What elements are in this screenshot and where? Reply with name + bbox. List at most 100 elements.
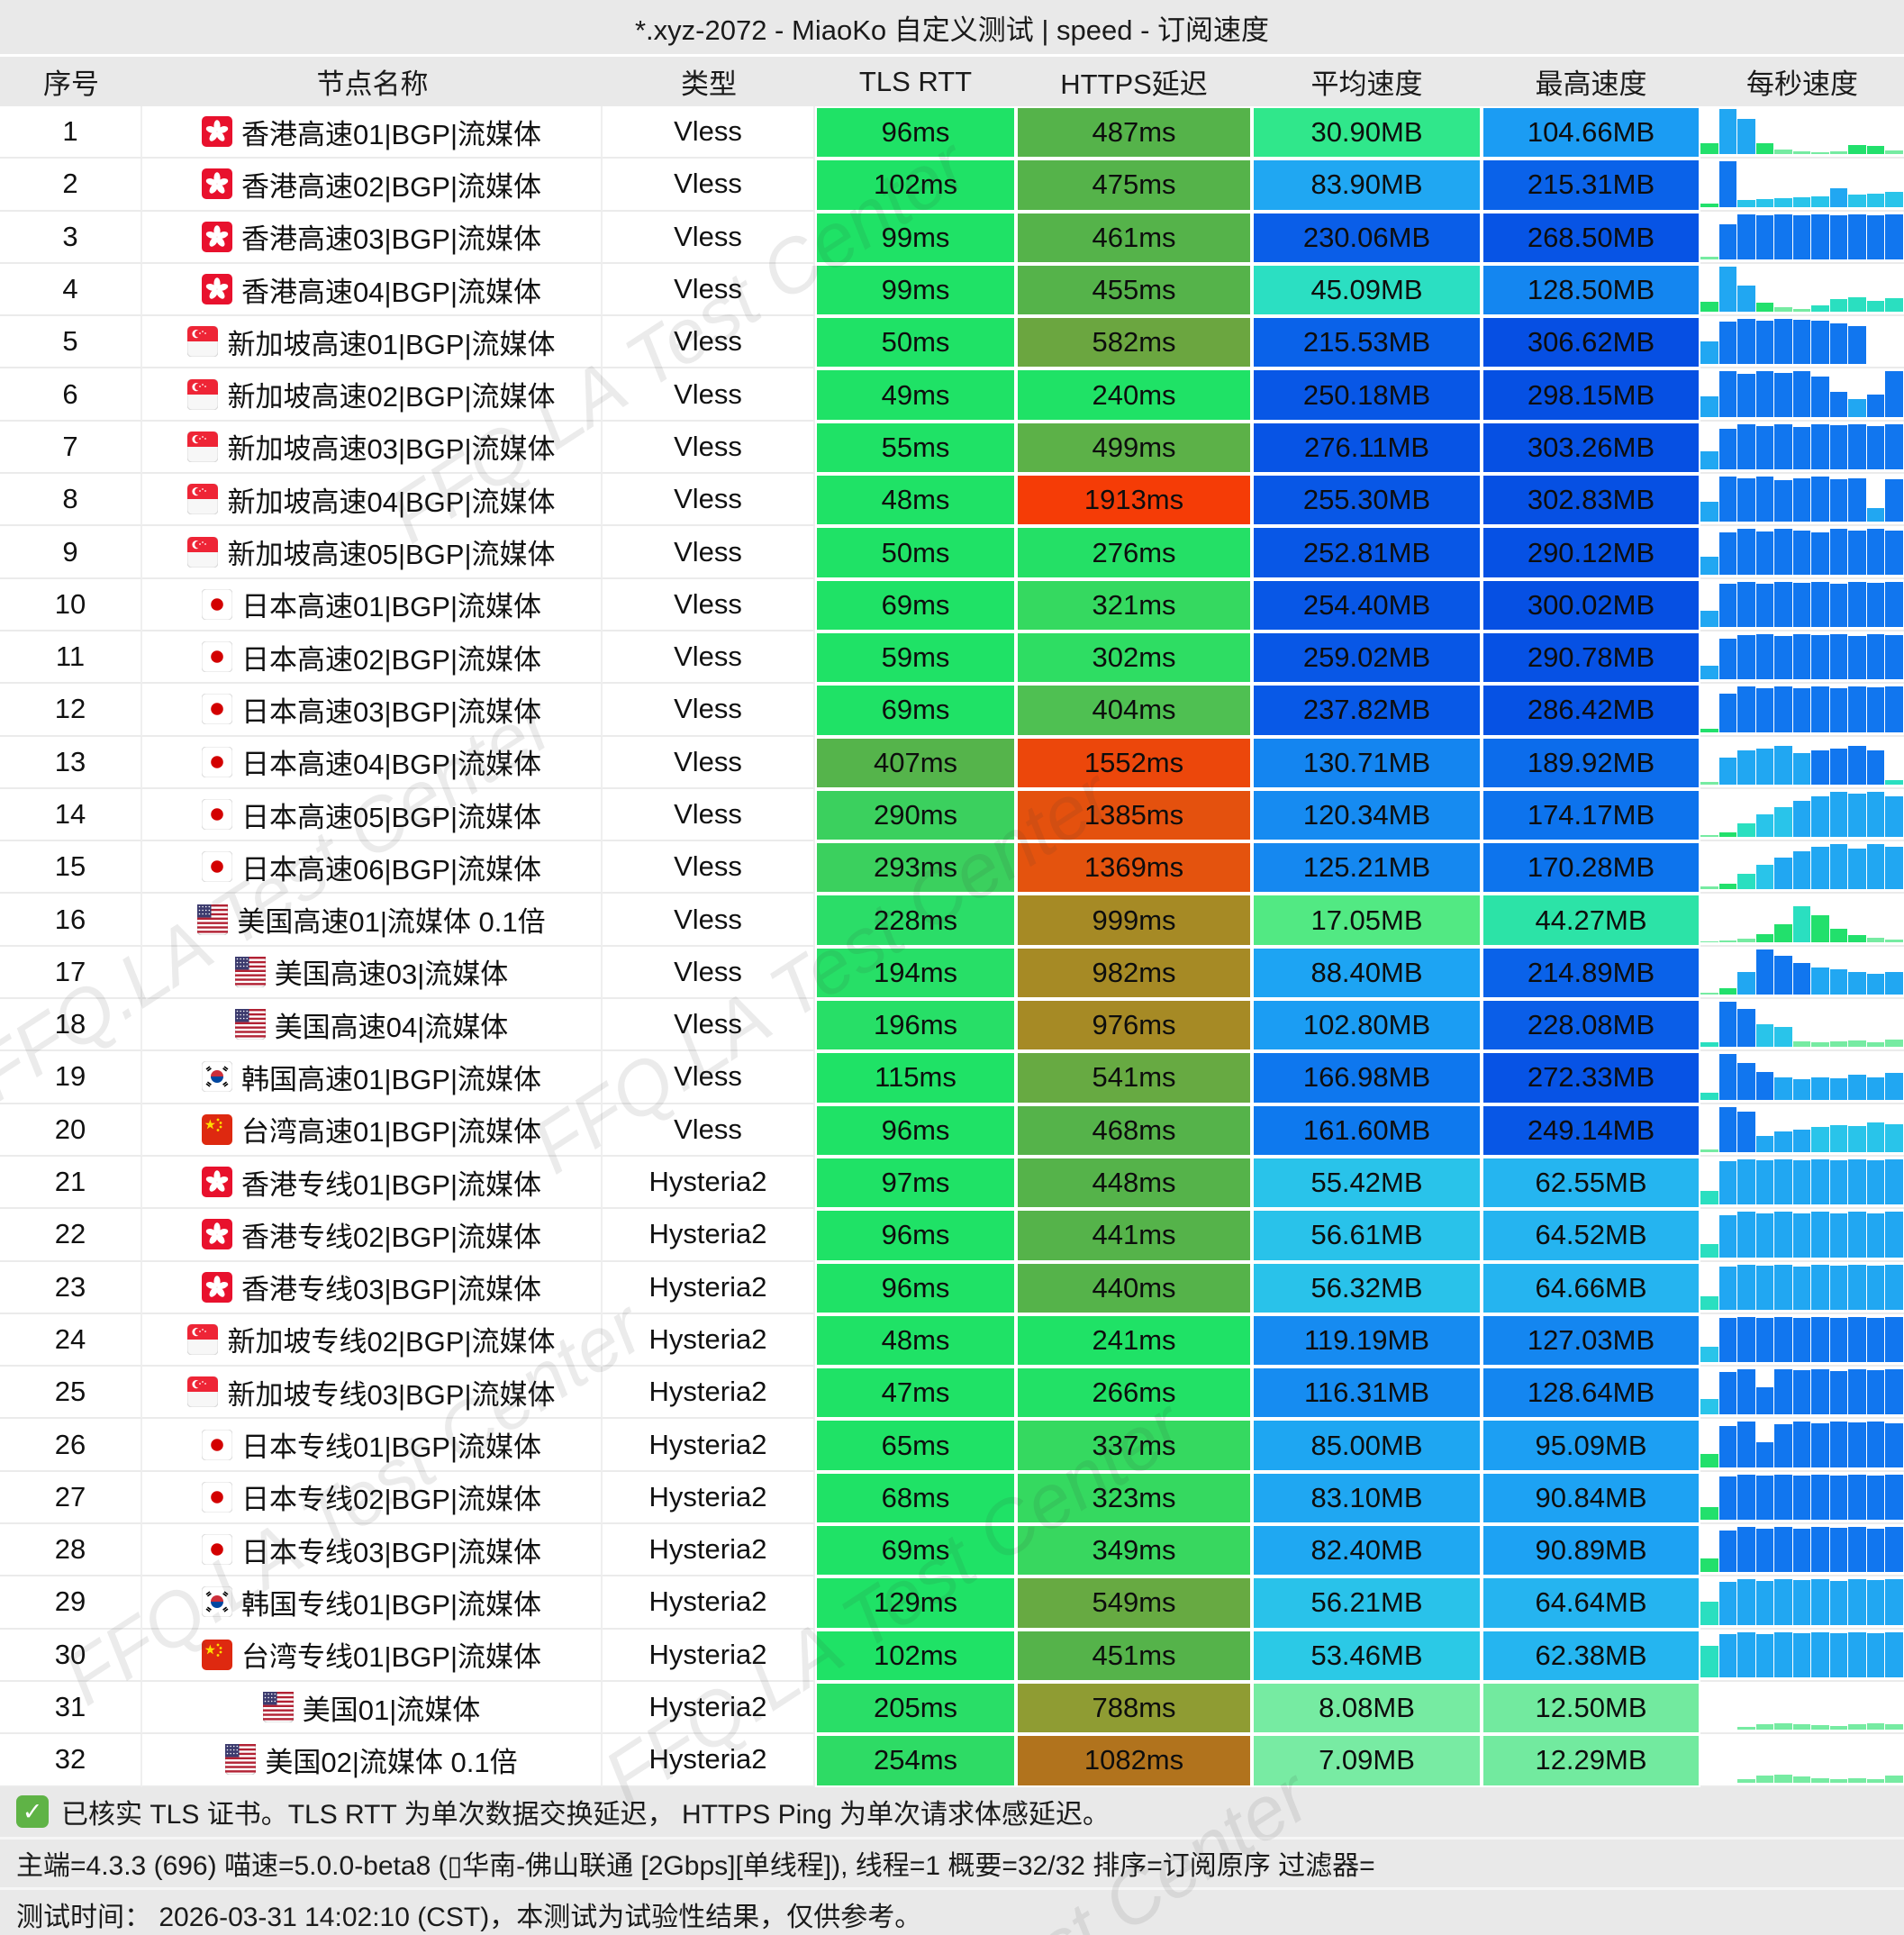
node-name-label: 美国02|流媒体 0.1倍 — [265, 1746, 518, 1778]
table-row[interactable]: 2 香港高速02|BGP|流媒体 Vless 102ms 475ms 83.90MB 215… — [0, 159, 1904, 212]
table-row[interactable]: 10 日本高速01|BGP|流媒体 Vless 69ms 321ms 254.40MB 30… — [0, 578, 1904, 631]
avg-speed-cell: 215.53MB — [1254, 318, 1480, 368]
spark-bar — [1755, 633, 1775, 680]
spark-bar — [1792, 214, 1812, 259]
tls-rtt-cell: 48ms — [817, 1315, 1014, 1366]
table-row[interactable]: 25 新加坡专线03|BGP|流媒体 Hysteria2 47ms 266ms 116.3… — [0, 1367, 1904, 1420]
spark-bar — [1792, 850, 1812, 890]
table-row[interactable]: 28 日本专线03|BGP|流媒体 Hysteria2 69ms 349ms 82.40M… — [0, 1524, 1904, 1577]
table-row[interactable]: 9 新加坡高速05|BGP|流媒体 Vless 50ms 276ms 252.81MB 29… — [0, 526, 1904, 579]
per-second-speed-chart — [1700, 894, 1904, 947]
flag-icon-jp — [201, 746, 232, 777]
table-row[interactable]: 19 韩国高速01|BGP|流媒体 Vless 115ms 541ms 166.98MB… — [0, 1051, 1904, 1104]
spark-bar — [1885, 971, 1904, 995]
spark-bar — [1829, 1528, 1849, 1573]
flag-icon-jp — [201, 641, 232, 673]
spark-bar — [1774, 1158, 1793, 1205]
spark-bar — [1755, 949, 1775, 995]
avg-speed-cell: 45.09MB — [1254, 265, 1480, 315]
spark-bar — [1755, 371, 1775, 417]
protocol-type-cell: Hysteria2 — [603, 1419, 815, 1472]
spark-bar — [1755, 1024, 1775, 1048]
flag-icon-jp — [201, 588, 232, 620]
node-name-cell: 新加坡高速01|BGP|流媒体 — [142, 316, 603, 369]
table-row[interactable]: 20 台湾高速01|BGP|流媒体 Vless 96ms 468ms 161.60MB 2… — [0, 1104, 1904, 1157]
spark-bar — [1700, 611, 1719, 627]
spark-bar — [1718, 987, 1738, 995]
table-row[interactable]: 7 新加坡高速03|BGP|流媒体 Vless 55ms 499ms 276.11MB 30… — [0, 421, 1904, 475]
tls-rtt-cell: 69ms — [817, 1526, 1014, 1576]
table-row[interactable]: 1 香港高速01|BGP|流媒体 Vless 96ms 487ms 30.90MB 104.… — [0, 106, 1904, 159]
table-row[interactable]: 16 美国高速01|流媒体 0.1倍 Vless 228ms 999ms 17.05MB 4… — [0, 894, 1904, 947]
spark-bar — [1700, 1398, 1719, 1415]
node-name-label: 韩国专线01|BGP|流媒体 — [240, 1588, 542, 1621]
table-row[interactable]: 21 香港专线01|BGP|流媒体 Hysteria2 97ms 448ms 55.42M… — [0, 1156, 1904, 1210]
spark-bar — [1848, 194, 1867, 207]
protocol-type-cell: Vless — [603, 106, 815, 159]
spark-bar — [1718, 477, 1738, 522]
spark-bar — [1848, 1778, 1867, 1783]
spark-bar — [1792, 1213, 1812, 1258]
protocol-type-cell: Hysteria2 — [603, 1734, 815, 1787]
spark-bar — [1774, 423, 1793, 470]
avg-speed-cell: 125.21MB — [1254, 843, 1480, 893]
spark-bar — [1774, 307, 1793, 313]
seq-cell: 20 — [0, 1104, 142, 1157]
spark-bar — [1718, 1581, 1738, 1625]
spark-bar — [1829, 1476, 1849, 1521]
tls-rtt-cell: 69ms — [817, 686, 1014, 735]
node-name-label: 日本专线03|BGP|流媒体 — [240, 1536, 542, 1568]
spark-bar — [1755, 748, 1775, 785]
table-row[interactable]: 24 新加坡专线02|BGP|流媒体 Hysteria2 48ms 241ms 119.1… — [0, 1313, 1904, 1367]
table-row[interactable]: 5 新加坡高速01|BGP|流媒体 Vless 50ms 582ms 215.53MB 30… — [0, 316, 1904, 369]
table-row[interactable]: 32 美国02|流媒体 0.1倍 Hysteria2 254ms 1082ms 7.09M… — [0, 1734, 1904, 1787]
table-row[interactable]: 8 新加坡高速04|BGP|流媒体 Vless 48ms 1913ms 255.30MB 3… — [0, 474, 1904, 527]
table-row[interactable]: 26 日本专线01|BGP|流媒体 Hysteria2 65ms 337ms 85.00M… — [0, 1419, 1904, 1472]
table-row[interactable]: 18 美国高速04|流媒体 Vless 196ms 976ms 102.80MB 228.0… — [0, 999, 1904, 1052]
table-row[interactable]: 22 香港专线02|BGP|流媒体 Hysteria2 96ms 441ms 56.61M… — [0, 1209, 1904, 1262]
table-row[interactable]: 27 日本专线02|BGP|流媒体 Hysteria2 68ms 323ms 83.10M… — [0, 1471, 1904, 1525]
table-row[interactable]: 12 日本高速03|BGP|流媒体 Vless 69ms 404ms 237.82MB 28… — [0, 684, 1904, 737]
node-name-cell: 日本高速02|BGP|流媒体 — [142, 631, 603, 685]
node-name-cell: 美国高速04|流媒体 — [142, 999, 603, 1052]
spark-bar — [1866, 1422, 1886, 1467]
table-row[interactable]: 13 日本高速04|BGP|流媒体 Vless 407ms 1552ms 130.71MB… — [0, 736, 1904, 789]
node-name-label: 美国高速01|流媒体 0.1倍 — [237, 906, 546, 939]
spark-bar — [1811, 914, 1830, 942]
table-row[interactable]: 31 美国01|流媒体 Hysteria2 205ms 788ms 8.08MB 12.50… — [0, 1681, 1904, 1735]
spark-bar — [1829, 1213, 1849, 1258]
table-row[interactable]: 30 台湾专线01|BGP|流媒体 Hysteria2 102ms 451ms 53.4… — [0, 1629, 1904, 1682]
spark-bar — [1811, 581, 1830, 627]
node-name-label: 日本高速02|BGP|流媒体 — [240, 643, 542, 676]
table-row[interactable]: 3 香港高速03|BGP|流媒体 Vless 99ms 461ms 230.06MB 268… — [0, 211, 1904, 264]
max-speed-cell: 44.27MB — [1483, 895, 1699, 945]
table-row[interactable]: 6 新加坡高速02|BGP|流媒体 Vless 49ms 240ms 250.18MB 29… — [0, 368, 1904, 422]
spark-bar — [1700, 396, 1719, 417]
spark-bar — [1755, 1387, 1775, 1415]
node-name-cell: 美国高速03|流媒体 — [142, 946, 603, 1000]
seq-cell: 3 — [0, 211, 142, 264]
per-second-speed-chart — [1700, 264, 1904, 317]
avg-speed-cell: 250.18MB — [1254, 370, 1480, 420]
tls-rtt-cell: 97ms — [817, 1158, 1014, 1208]
https-latency-cell: 499ms — [1018, 422, 1250, 473]
spark-bar — [1829, 299, 1849, 313]
flag-icon-us — [225, 1744, 257, 1776]
tls-rtt-cell: 293ms — [817, 843, 1014, 893]
flag-icon-sg — [187, 326, 219, 358]
table-row[interactable]: 14 日本高速05|BGP|流媒体 Vless 290ms 1385ms 120.34MB… — [0, 788, 1904, 842]
spark-bars — [1700, 1369, 1904, 1415]
protocol-type-cell: Hysteria2 — [603, 1367, 815, 1420]
avg-speed-cell: 56.32MB — [1254, 1263, 1480, 1313]
table-row[interactable]: 15 日本高速06|BGP|流媒体 Vless 293ms 1369ms 125.21MB… — [0, 841, 1904, 895]
https-latency-cell: 455ms — [1018, 265, 1250, 315]
node-name-cell: 香港专线01|BGP|流媒体 — [142, 1156, 603, 1210]
table-row[interactable]: 11 日本高速02|BGP|流媒体 Vless 59ms 302ms 259.02MB 29… — [0, 631, 1904, 685]
spark-bar — [1737, 199, 1756, 207]
tls-rtt-cell: 96ms — [817, 1263, 1014, 1313]
table-row[interactable]: 23 香港专线03|BGP|流媒体 Hysteria2 96ms 440ms 56.32M… — [0, 1261, 1904, 1314]
table-row[interactable]: 4 香港高速04|BGP|流媒体 Vless 99ms 455ms 45.09MB 128.… — [0, 263, 1904, 317]
table-row[interactable]: 29 韩国专线01|BGP|流媒体 Hysteria2 129ms 549ms 56.2… — [0, 1576, 1904, 1630]
table-row[interactable]: 17 美国高速03|流媒体 Vless 194ms 982ms 88.40MB 214.89… — [0, 946, 1904, 1000]
spark-bar — [1866, 937, 1886, 942]
